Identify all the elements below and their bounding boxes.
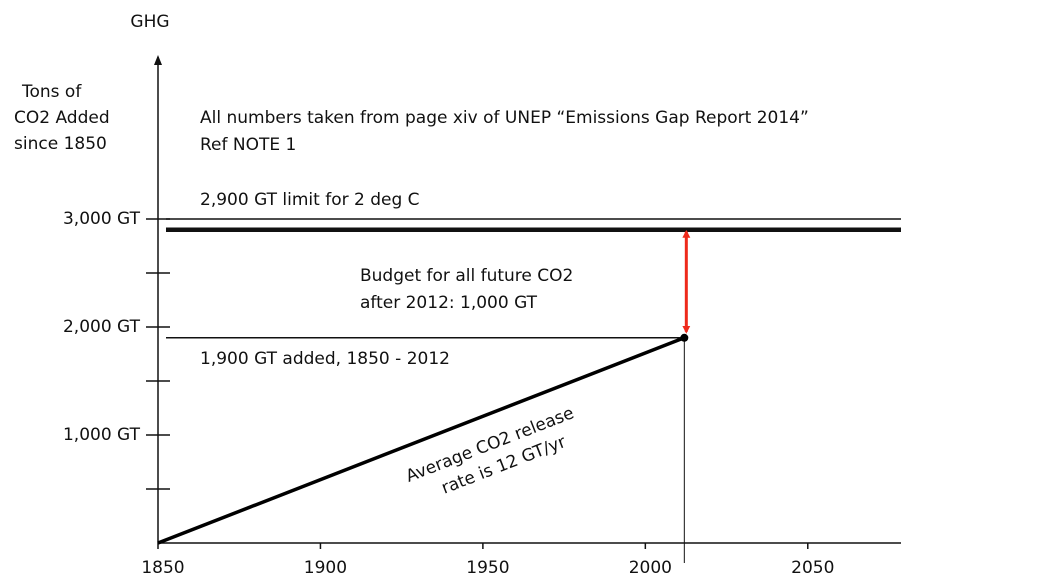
reference-label: 2,900 GT limit for 2 deg C bbox=[200, 190, 420, 210]
title: Ref NOTE 1 bbox=[200, 135, 296, 155]
y-tick-label: 2,000 GT bbox=[63, 317, 141, 337]
y-tick-label: 1,000 GT bbox=[63, 425, 141, 445]
axis-title: GHG bbox=[130, 12, 169, 32]
y-label: Tons of bbox=[21, 82, 82, 102]
x-tick-label: 2000 bbox=[629, 558, 672, 578]
x-tick-label: 1900 bbox=[304, 558, 347, 578]
y-label: since 1850 bbox=[14, 134, 107, 154]
y-label: CO2 Added bbox=[14, 108, 110, 128]
title: All numbers taken from page xiv of UNEP … bbox=[200, 108, 809, 128]
budget-label: Budget for all future CO2 bbox=[360, 266, 573, 286]
x-tick-label: 1850 bbox=[141, 558, 184, 578]
data-line bbox=[157, 336, 685, 545]
end-point bbox=[680, 333, 689, 342]
budget-label: after 2012: 1,000 GT bbox=[360, 293, 538, 313]
point-label: 1,900 GT added, 1850 - 2012 bbox=[200, 349, 450, 369]
x-tick-label: 1950 bbox=[466, 558, 509, 578]
y-tick-label: 3,000 GT bbox=[63, 209, 141, 229]
x-tick-label: 2050 bbox=[791, 558, 834, 578]
